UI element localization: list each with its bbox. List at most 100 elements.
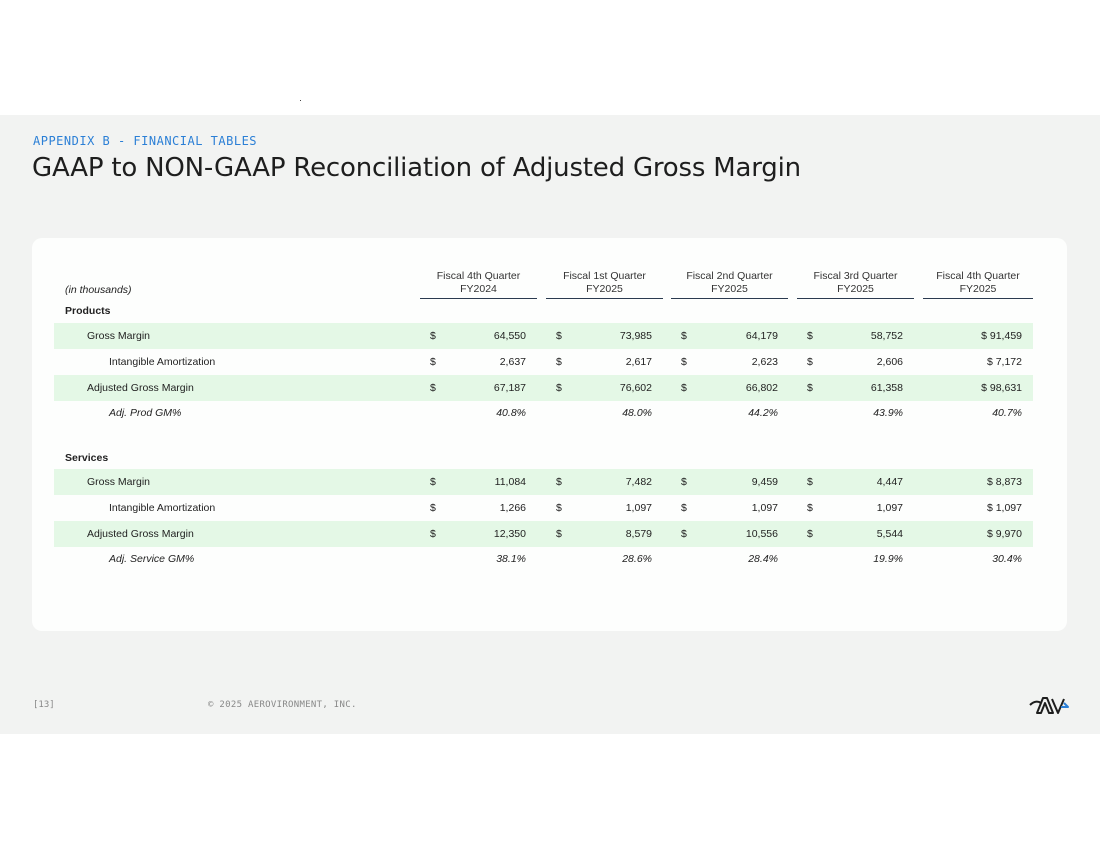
row-label: Intangible Amortization xyxy=(109,502,216,514)
cell-value: 5,544 xyxy=(876,528,903,540)
table-row: Intangible Amortization $ 2,637 $ 2,617 … xyxy=(54,349,1033,375)
cell-value: 10,556 xyxy=(745,528,778,540)
currency: $ xyxy=(807,356,813,368)
cell-value: 11,084 xyxy=(494,476,526,488)
table-card: (in thousands) Fiscal 4th Quarter FY2024… xyxy=(32,238,1067,631)
cell-value: $ 1,097 xyxy=(986,502,1022,514)
cell-value: 67,187 xyxy=(493,382,526,394)
copyright: © 2025 AEROVIRONMENT, INC. xyxy=(208,700,357,710)
table-row: Gross Margin $ 64,550 $ 73,985 $ 64,179 … xyxy=(54,323,1033,349)
cell-value: 2,617 xyxy=(625,356,652,368)
cell-value: 30.4% xyxy=(992,553,1022,565)
cell-value: 64,179 xyxy=(745,330,778,342)
column-header-line2: FY2025 xyxy=(837,283,874,295)
cell-value: 8,579 xyxy=(625,528,652,540)
currency: $ xyxy=(430,382,436,394)
currency: $ xyxy=(807,382,813,394)
currency: $ xyxy=(556,528,562,540)
row-label: Adj. Prod GM% xyxy=(109,407,182,419)
currency: $ xyxy=(556,382,562,394)
currency: $ xyxy=(681,330,687,342)
cell-value: 12,350 xyxy=(493,528,526,540)
currency: $ xyxy=(430,330,436,342)
cell-value: 61,358 xyxy=(870,382,903,394)
cell-value: $ 91,459 xyxy=(981,330,1022,342)
table-row: Intangible Amortization $ 1,266 $ 1,097 … xyxy=(54,495,1033,521)
row-label: Adjusted Gross Margin xyxy=(87,528,194,540)
currency: $ xyxy=(807,528,813,540)
column-header: Fiscal 4th Quarter FY2024 xyxy=(420,270,537,299)
column-header-line1: Fiscal 4th Quarter xyxy=(436,270,521,282)
cell-value: 28.6% xyxy=(622,553,652,565)
currency: $ xyxy=(556,476,562,488)
currency: $ xyxy=(556,330,562,342)
cell-value: $ 8,873 xyxy=(986,476,1022,488)
column-header-line2: FY2024 xyxy=(460,283,497,295)
currency: $ xyxy=(556,356,562,368)
table-row: Adj. Service GM% 38.1% 28.6% 28.4% 19.9%… xyxy=(54,546,1033,572)
column-header-line1: Fiscal 3rd Quarter xyxy=(813,270,898,282)
row-label: Intangible Amortization xyxy=(109,356,216,368)
currency: $ xyxy=(430,502,436,514)
row-label: Adjusted Gross Margin xyxy=(87,382,194,394)
currency: $ xyxy=(556,502,562,514)
currency: $ xyxy=(681,476,687,488)
av-logo-icon xyxy=(1029,697,1069,714)
column-header-line2: FY2025 xyxy=(586,283,623,295)
currency: $ xyxy=(681,528,687,540)
table-row: Adjusted Gross Margin $ 67,187 $ 76,602 … xyxy=(54,375,1033,401)
cell-value: 1,097 xyxy=(751,502,778,514)
cell-value: 2,637 xyxy=(499,356,526,368)
cell-value: 44.2% xyxy=(748,407,778,419)
section-products: Products xyxy=(65,305,111,317)
row-label: Gross Margin xyxy=(87,330,151,342)
cell-value: 1,097 xyxy=(876,502,903,514)
cell-value: $ 98,631 xyxy=(981,382,1022,394)
cell-value: 9,459 xyxy=(751,476,778,488)
currency: $ xyxy=(807,502,813,514)
cell-value: 40.8% xyxy=(496,407,526,419)
cell-value: 48.0% xyxy=(622,407,652,419)
column-header: Fiscal 1st Quarter FY2025 xyxy=(546,270,663,299)
column-header: Fiscal 4th Quarter FY2025 xyxy=(923,270,1033,299)
slide: APPENDIX B - FINANCIAL TABLES GAAP to NO… xyxy=(0,115,1100,734)
column-header-line1: Fiscal 4th Quarter xyxy=(936,270,1020,282)
column-header: Fiscal 2nd Quarter FY2025 xyxy=(671,270,788,299)
cell-value: 76,602 xyxy=(619,382,652,394)
currency: $ xyxy=(430,476,436,488)
cell-value: 64,550 xyxy=(493,330,526,342)
cell-value: 38.1% xyxy=(496,553,526,565)
cell-value: $ 9,970 xyxy=(986,528,1022,540)
currency: $ xyxy=(681,356,687,368)
cell-value: $ 7,172 xyxy=(986,356,1022,368)
cell-value: 58,752 xyxy=(870,330,903,342)
units-label: (in thousands) xyxy=(65,284,132,296)
cell-value: 40.7% xyxy=(992,407,1022,419)
section-services: Services xyxy=(65,452,109,464)
table-row: Adjusted Gross Margin $ 12,350 $ 8,579 $… xyxy=(54,521,1033,547)
stray-dot xyxy=(300,100,301,101)
appendix-label: APPENDIX B - FINANCIAL TABLES xyxy=(33,134,258,148)
currency: $ xyxy=(807,476,813,488)
cell-value: 2,606 xyxy=(876,356,903,368)
column-header-line2: FY2025 xyxy=(711,283,748,295)
currency: $ xyxy=(430,356,436,368)
column-header-line1: Fiscal 2nd Quarter xyxy=(686,270,773,282)
currency: $ xyxy=(807,330,813,342)
column-header-line1: Fiscal 1st Quarter xyxy=(563,270,646,282)
column-header: Fiscal 3rd Quarter FY2025 xyxy=(797,270,914,299)
page-title: GAAP to NON-GAAP Reconciliation of Adjus… xyxy=(32,153,801,183)
table-row: Adj. Prod GM% 40.8% 48.0% 44.2% 43.9% 40… xyxy=(54,400,1033,426)
cell-value: 66,802 xyxy=(745,382,778,394)
cell-value: 73,985 xyxy=(619,330,652,342)
cell-value: 4,447 xyxy=(876,476,903,488)
currency: $ xyxy=(681,382,687,394)
cell-value: 19.9% xyxy=(873,553,903,565)
cell-value: 28.4% xyxy=(748,553,778,565)
row-label: Gross Margin xyxy=(87,476,151,488)
currency: $ xyxy=(681,502,687,514)
cell-value: 1,097 xyxy=(625,502,652,514)
column-header-line2: FY2025 xyxy=(959,283,997,295)
table-row: Gross Margin $ 11,084 $ 7,482 $ 9,459 $ … xyxy=(54,469,1033,495)
table-header: (in thousands) Fiscal 4th Quarter FY2024… xyxy=(54,270,1033,302)
